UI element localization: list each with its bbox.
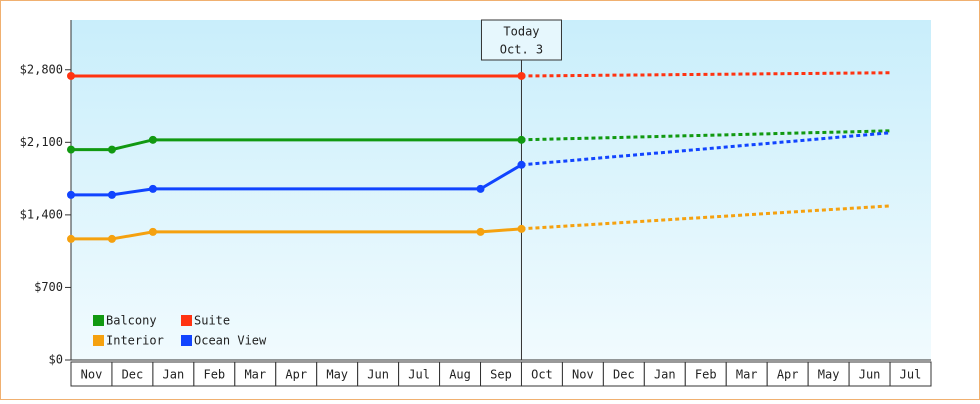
x-tick-cell [152, 361, 195, 387]
x-tick-label: Mar [244, 368, 266, 382]
price-point [148, 227, 157, 236]
x-tick-cell [111, 361, 154, 387]
y-tick-label: $0 [49, 353, 63, 367]
y-tick-label: $2,100 [20, 135, 63, 149]
y-tick-label: $700 [34, 280, 63, 294]
x-tick-label: Dec [122, 368, 144, 382]
forecast-line [521, 131, 891, 167]
x-tick-label: Nov [81, 368, 103, 382]
today-date: Oct. 3 [500, 43, 543, 57]
price-line [71, 138, 522, 152]
legend-label: Suite [194, 314, 230, 328]
x-tick-cell [643, 361, 686, 387]
price-point [517, 224, 526, 233]
price-point [67, 190, 75, 199]
price-point [67, 234, 75, 243]
x-tick-cell [725, 361, 768, 387]
today-box [480, 19, 562, 61]
price-point [517, 71, 526, 80]
x-tick-label: Oct [531, 368, 553, 382]
x-tick-cell [398, 361, 441, 387]
price-point [476, 227, 485, 236]
forecast-line [521, 71, 891, 78]
price-point [517, 160, 526, 169]
x-tick-label: Nov [572, 368, 594, 382]
x-tick-label: Jul [900, 368, 922, 382]
x-tick-label: Jul [408, 368, 430, 382]
x-tick-label: Dec [613, 368, 635, 382]
x-tick-label: Jun [367, 368, 389, 382]
today-title: Today [503, 25, 539, 39]
x-tick-label: May [818, 368, 840, 382]
legend-swatch [93, 315, 104, 326]
x-tick-label: Jan [163, 368, 185, 382]
price-point [107, 234, 116, 243]
x-tick-cell [316, 361, 359, 387]
x-tick-cell [807, 361, 850, 387]
x-tick-cell [275, 361, 318, 387]
price-point [67, 145, 75, 154]
legend-label: Balcony [106, 314, 157, 328]
price-point [148, 135, 157, 144]
x-tick-cell [766, 361, 809, 387]
price-point [476, 184, 485, 193]
legend-swatch [93, 335, 104, 346]
x-tick-label: Aug [449, 368, 471, 382]
price-line [71, 227, 522, 241]
x-tick-label: Sep [490, 368, 512, 382]
legend-swatch [181, 315, 192, 326]
x-tick-cell [848, 361, 891, 387]
forecast-line [521, 129, 891, 142]
x-tick-cell [70, 361, 113, 387]
x-tick-label: Jun [859, 368, 881, 382]
x-tick-cell [602, 361, 645, 387]
x-tick-cell [561, 361, 604, 387]
price-line [71, 163, 523, 197]
legend-swatch [181, 335, 192, 346]
x-tick-cell [234, 361, 277, 387]
x-tick-cell [439, 361, 482, 387]
x-tick-label: Feb [203, 368, 225, 382]
x-tick-cell [193, 361, 236, 387]
price-point [67, 71, 75, 80]
x-tick-label: Apr [777, 368, 799, 382]
forecast-line [521, 204, 891, 231]
x-tick-label: Jan [654, 368, 676, 382]
x-tick-label: Mar [736, 368, 758, 382]
y-tick-label: $1,400 [20, 207, 63, 221]
x-tick-cell [357, 361, 400, 387]
x-tick-cell [684, 361, 727, 387]
price-point [107, 145, 116, 154]
x-tick-label: Feb [695, 368, 717, 382]
x-tick-cell [889, 361, 932, 387]
x-tick-label: Apr [285, 368, 307, 382]
price-point [517, 135, 526, 144]
legend-label: Interior [106, 334, 164, 348]
price-point [107, 190, 116, 199]
legend-label: Ocean View [194, 334, 267, 348]
price-point [148, 184, 157, 193]
x-tick-label: May [326, 368, 348, 382]
y-tick-label: $2,800 [20, 62, 63, 76]
